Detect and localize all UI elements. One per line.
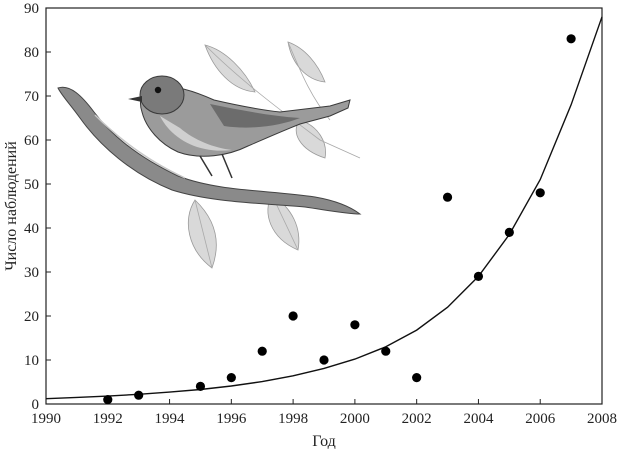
x-tick-label: 2006 [525,411,556,427]
bird-illustration [57,41,362,269]
x-tick-label: 2004 [463,411,494,427]
x-tick-label: 1990 [31,411,61,427]
y-tick-label: 10 [24,353,39,369]
x-tick-label: 1996 [216,411,247,427]
data-point [319,355,329,365]
data-point [195,381,206,391]
y-tick-label: 0 [32,397,40,413]
x-tick-label: 1992 [93,411,123,427]
data-point [226,373,236,383]
x-tick-label: 2002 [402,411,432,427]
y-tick-label: 60 [24,133,39,149]
data-point [350,320,360,330]
y-tick-label: 90 [24,1,39,17]
x-tick-label: 1998 [278,411,308,427]
data-point [134,390,144,400]
x-tick-label: 1994 [155,411,186,427]
y-tick-label: 50 [24,177,39,193]
data-point [473,271,484,281]
data-point [535,188,545,198]
x-tick-label: 2008 [587,411,617,427]
y-tick-label: 20 [24,309,39,325]
y-tick-label: 40 [24,221,39,237]
data-point [103,395,113,405]
data-point [504,227,514,237]
data-point [566,34,576,44]
data-point [288,311,298,321]
x-axis-label: Год [312,433,336,450]
plot-frame [45,7,603,405]
data-point [381,346,391,356]
y-tick-label: 80 [24,45,39,61]
data-point [442,192,453,202]
y-tick-label: 70 [24,89,39,105]
y-tick-label: 30 [24,265,39,281]
y-axis-label: Число наблюдений [3,141,20,271]
data-point [412,373,422,383]
data-point [257,346,267,356]
x-tick-label: 2000 [340,411,370,427]
